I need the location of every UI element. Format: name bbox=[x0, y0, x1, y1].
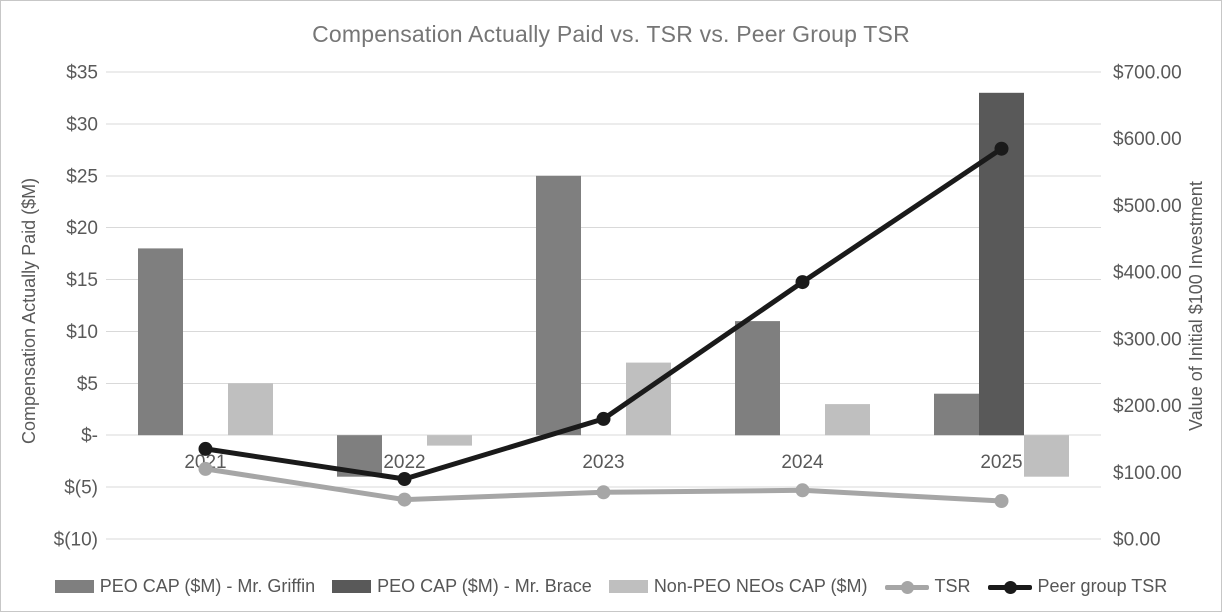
left-axis-title: Compensation Actually Paid ($M) bbox=[19, 177, 39, 445]
marker-tsr-2021 bbox=[198, 461, 213, 476]
line-peer-group-tsr bbox=[203, 146, 1004, 482]
marker-peer-group-tsr-2025 bbox=[994, 141, 1009, 156]
legend-item-peo-cap-brace: PEO CAP ($M) - Mr. Brace bbox=[332, 576, 592, 597]
legend-label-non-peo-neos: Non-PEO NEOs CAP ($M) bbox=[653, 576, 868, 596]
left-axis-tick-label: $- bbox=[81, 426, 98, 447]
bar-peo-cap-m-mr-griffin-2023 bbox=[536, 175, 581, 436]
legend-swatch-peo-cap-brace bbox=[332, 580, 372, 593]
left-axis-tick-label: $10 bbox=[66, 322, 98, 343]
x-axis-category-label: 2024 bbox=[781, 452, 824, 473]
x-axis-category-label: 2023 bbox=[582, 452, 624, 473]
marker-tsr-2024 bbox=[795, 483, 810, 498]
right-axis-tick-label: $500.00 bbox=[1113, 196, 1182, 217]
legend-swatch-peo-cap-griffin bbox=[54, 580, 94, 593]
legend-label-tsr: TSR bbox=[934, 576, 971, 596]
legend-swatch-tsr bbox=[884, 580, 929, 594]
legend-item-tsr: TSR bbox=[884, 576, 971, 597]
marker-peer-group-tsr-2023 bbox=[596, 411, 611, 426]
bar-peo-cap-m-mr-griffin-2021 bbox=[138, 248, 183, 436]
legend-swatch-peer-group-tsr bbox=[987, 580, 1032, 594]
left-axis-tick-label: $15 bbox=[66, 270, 98, 291]
bar-non-peo-neos-cap-m-2024 bbox=[825, 404, 870, 436]
legend: PEO CAP ($M) - Mr. Griffin PEO CAP ($M) … bbox=[1, 576, 1221, 597]
marker-peer-group-tsr-2021 bbox=[198, 441, 213, 456]
bar-non-peo-neos-cap-m-2021 bbox=[228, 383, 273, 436]
right-axis-tick-label: $0.00 bbox=[1113, 530, 1161, 551]
right-axis-tick-label: $700.00 bbox=[1113, 63, 1182, 84]
marker-tsr-2023 bbox=[596, 485, 611, 500]
legend-item-non-peo-neos: Non-PEO NEOs CAP ($M) bbox=[608, 576, 868, 597]
right-axis-tick-label: $100.00 bbox=[1113, 463, 1182, 484]
legend-label-peo-cap-brace: PEO CAP ($M) - Mr. Brace bbox=[377, 576, 592, 596]
left-axis-tick-label: $5 bbox=[77, 374, 98, 395]
marker-tsr-2022 bbox=[397, 492, 412, 507]
bar-non-peo-neos-cap-m-2022 bbox=[427, 435, 472, 446]
left-axis-tick-label: $30 bbox=[66, 114, 98, 135]
chart-title: Compensation Actually Paid vs. TSR vs. P… bbox=[312, 21, 910, 47]
left-axis-tick-label: $(5) bbox=[64, 478, 98, 499]
legend-item-peer-group-tsr: Peer group TSR bbox=[987, 576, 1168, 597]
bar-non-peo-neos-cap-m-2025 bbox=[1024, 435, 1069, 477]
marker-peer-group-tsr-2024 bbox=[795, 275, 810, 290]
right-axis-tick-label: $600.00 bbox=[1113, 129, 1182, 150]
legend-swatch-non-peo-neos bbox=[608, 580, 648, 593]
marker-peer-group-tsr-2022 bbox=[397, 472, 412, 486]
bar-peo-cap-m-mr-griffin-2025 bbox=[934, 393, 979, 436]
x-axis-category-label: 2022 bbox=[383, 452, 425, 473]
legend-label-peer-group-tsr: Peer group TSR bbox=[1037, 576, 1168, 596]
right-axis-tick-label: $200.00 bbox=[1113, 396, 1182, 417]
right-axis-title: Value of Initial $100 Investment bbox=[1186, 181, 1206, 431]
bar-peo-cap-m-mr-griffin-2024 bbox=[735, 321, 780, 436]
right-axis-tick-label: $400.00 bbox=[1113, 263, 1182, 284]
left-axis-tick-label: $20 bbox=[66, 218, 98, 239]
legend-label-peo-cap-griffin: PEO CAP ($M) - Mr. Griffin bbox=[99, 576, 316, 596]
left-axis-tick-label: $(10) bbox=[54, 530, 98, 551]
left-axis-tick-label: $35 bbox=[66, 63, 98, 84]
right-axis-tick-label: $300.00 bbox=[1113, 329, 1182, 350]
marker-tsr-2025 bbox=[994, 494, 1009, 508]
x-axis-category-label: 2025 bbox=[980, 452, 1022, 473]
legend-item-peo-cap-griffin: PEO CAP ($M) - Mr. Griffin bbox=[54, 576, 316, 597]
left-axis-tick-label: $25 bbox=[66, 166, 98, 187]
